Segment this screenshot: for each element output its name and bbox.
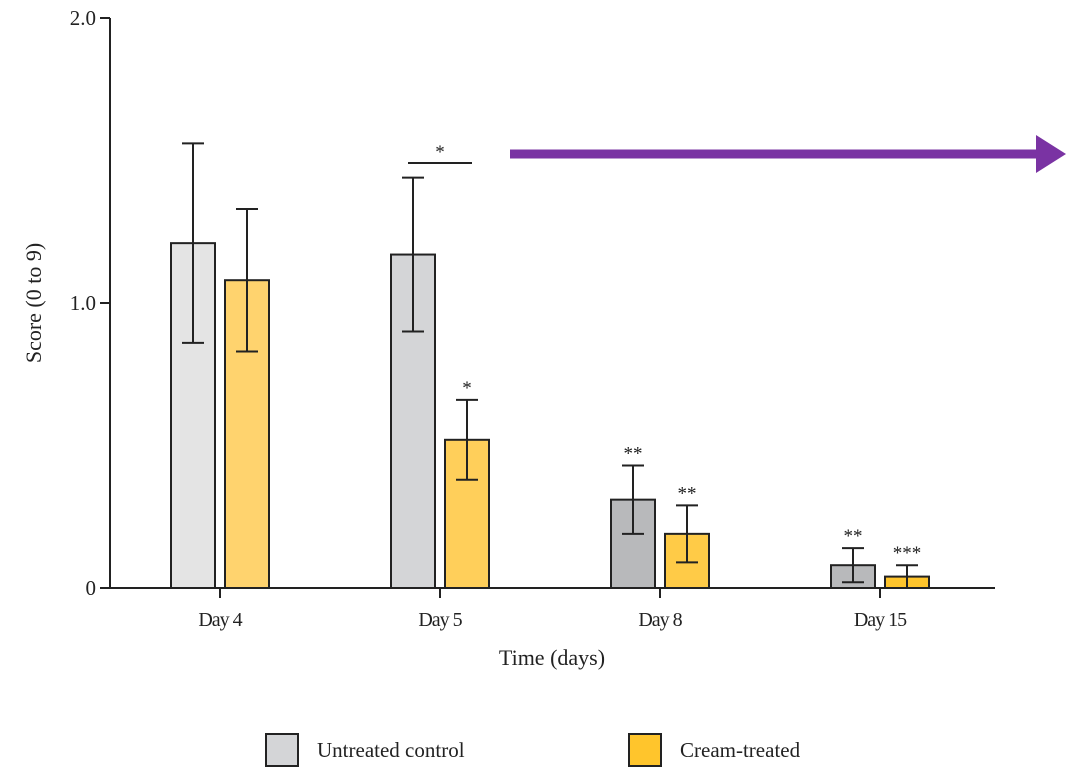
x-tick-label: Day 8 [638,609,682,631]
x-tick-label: Day 15 [854,609,907,631]
x-axis-title: Time (days) [499,645,605,670]
legend-label-untreated: Untreated control [317,737,465,762]
chart-labels: 0 1.0 2.0 Day 4 Day 5 Day 8 Day 15 Time (days) S… [21,6,908,670]
y-tick-label: 1.0 [70,291,96,315]
significance-bracket-label: * [435,142,445,163]
x-tick-label: Day 5 [418,609,462,631]
significance-label: *** [893,543,922,564]
legend-swatch-untreated [265,733,299,767]
legend-item-cream: Cream-treated [628,733,800,767]
legend-label-cream: Cream-treated [680,737,801,762]
chart-legend: Untreated control Cream-treated [0,733,1066,773]
chart-significance-marks: *********** [408,142,921,564]
chart-error-bars [182,142,918,589]
x-tick-label: Day 4 [198,609,242,631]
significance-label: ** [624,443,643,464]
chart-bars [170,242,930,590]
legend-swatch-cream [628,733,662,767]
y-tick-label: 0 [86,576,97,600]
y-tick-label: 2.0 [70,6,96,30]
significance-label: ** [844,526,863,547]
significance-label: ** [678,483,697,504]
legend-item-untreated: Untreated control [265,733,465,767]
trend-arrow [510,135,1066,173]
y-axis-title: Score (0 to 9) [21,243,46,363]
significance-label: * [462,378,472,399]
